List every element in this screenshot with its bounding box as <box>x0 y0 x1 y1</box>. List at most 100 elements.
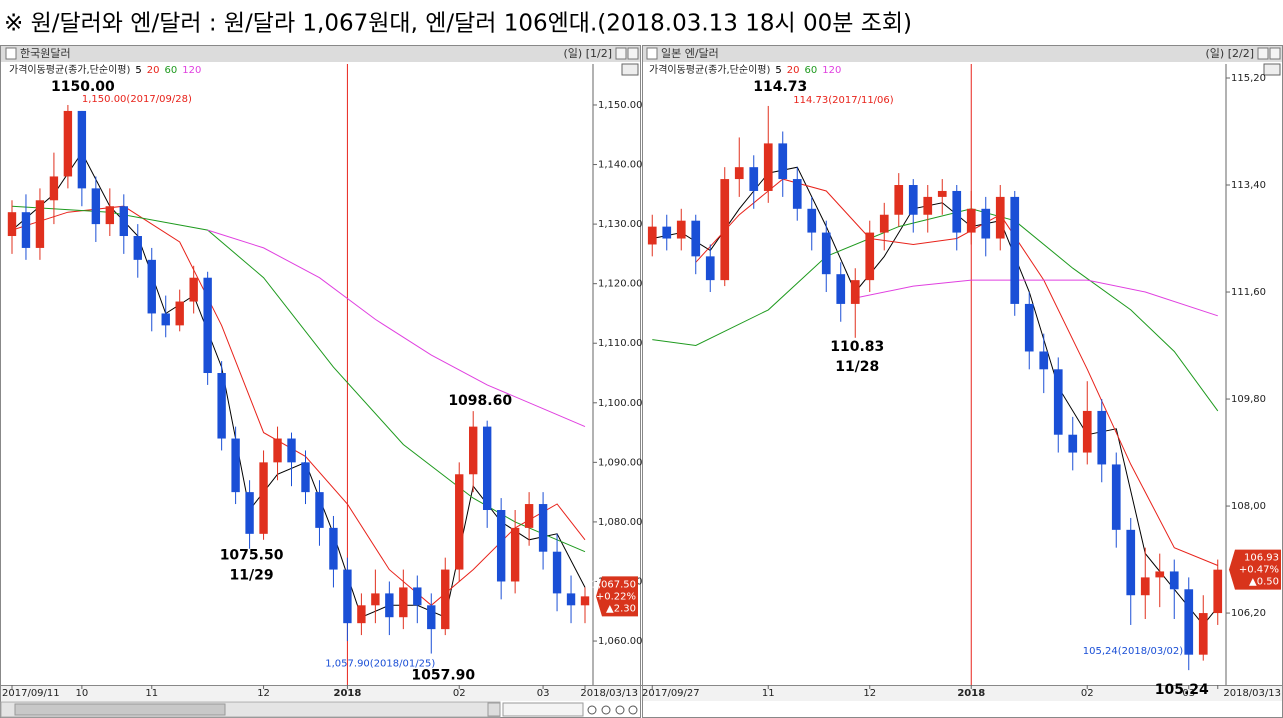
candle-body <box>524 504 534 528</box>
annotation: 1098.60 <box>448 393 512 409</box>
candle-body <box>995 196 1005 239</box>
annotation: 1057.90 <box>411 668 475 684</box>
ma-line <box>207 229 586 428</box>
annotation: 105,24(2018/03/02) <box>1083 646 1184 657</box>
candle-body <box>1097 410 1107 465</box>
candle-body <box>1039 351 1049 370</box>
candle-body <box>77 110 87 189</box>
candle-body <box>923 196 933 215</box>
candle-body <box>105 206 115 225</box>
x-tick-label: 12 <box>863 688 876 699</box>
ma-line <box>855 279 1218 317</box>
y-tick-label: 1,080.00 <box>598 517 643 528</box>
price-tag-change: +0.47% <box>1239 565 1279 576</box>
price-tag-price: 106.93 <box>1244 553 1279 564</box>
candle-body <box>1198 613 1208 655</box>
y-tick-label: 1,110.00 <box>598 338 643 349</box>
legend-entry: 20 <box>787 65 800 76</box>
candle-body <box>1082 410 1092 453</box>
candle-body <box>427 605 436 630</box>
y-tick-label: 1,100.00 <box>598 398 643 409</box>
x-tick-label: 2017/09/27 <box>642 688 700 699</box>
y-tick-label: 1,090.00 <box>598 457 643 468</box>
candle-body <box>455 474 464 570</box>
legend-title: 가격이동평균(종가,단순이평) <box>649 63 770 76</box>
annotation: 114.73(2017/11/06) <box>793 95 894 106</box>
candle-body <box>287 438 296 463</box>
annotation: 114.73 <box>753 79 807 95</box>
candle-body <box>734 167 744 180</box>
x-tick-label: 03 <box>537 688 550 699</box>
y-tick-label: 1,130.00 <box>598 219 643 230</box>
candle-body <box>147 259 156 314</box>
legend-entry: 120 <box>182 65 201 76</box>
candle-body <box>21 212 31 248</box>
candle-body <box>952 190 962 233</box>
candle-body <box>792 179 802 209</box>
candle-body <box>1111 464 1121 530</box>
price-tag-price: 1,067.50 <box>591 579 636 590</box>
candle-body <box>720 179 730 281</box>
candle-body <box>821 232 831 275</box>
legend-entry: 20 <box>147 65 160 76</box>
plot: 1,060.001,070.001,080.001,090.001,100.00… <box>1 63 643 699</box>
candle-body <box>836 274 846 304</box>
candle-body <box>778 143 788 180</box>
panel-frames <box>0 45 1283 718</box>
y-tick-label: 1,060.00 <box>598 636 643 647</box>
candle-body <box>371 593 380 606</box>
candle-body <box>749 167 759 191</box>
candle-body <box>662 226 672 239</box>
x-tick-label: 12 <box>257 688 270 699</box>
candle-body <box>385 593 394 618</box>
candle-body <box>217 373 226 439</box>
candle-body <box>133 236 142 260</box>
candle-body <box>329 527 338 570</box>
candle-body <box>1140 577 1150 596</box>
x-tick-label: 03 <box>1182 688 1195 699</box>
candle-body <box>343 569 352 624</box>
page-title: ※ 원/달러와 엔/달러 : 원/달라 1,067원대, 엔/달러 106엔대.… <box>4 11 912 37</box>
y-tick-label: 109,80 <box>1231 394 1266 405</box>
candle-body <box>580 596 590 606</box>
annotation: 1,150.00(2017/09/28) <box>82 94 192 105</box>
annotation: 1075.50 <box>220 548 284 564</box>
candle-body <box>566 593 576 606</box>
candle-body <box>865 232 875 281</box>
candle-body <box>850 280 860 304</box>
candle-body <box>1010 196 1020 304</box>
candle-body <box>161 313 170 326</box>
x-tick-label: 2018 <box>957 688 985 699</box>
x-tick-label: 2018/03/13 <box>1223 688 1281 699</box>
y-tick-label: 1,150.00 <box>598 100 643 111</box>
annotation: 110.83 <box>830 339 884 355</box>
price-tag-change: +0.22% <box>596 591 636 602</box>
candle-body <box>357 605 366 624</box>
candle-body <box>879 214 889 233</box>
panel-title: 한국원달러 <box>20 47 71 60</box>
candle-body <box>937 190 947 197</box>
y-tick-label: 106,20 <box>1231 608 1266 619</box>
legend-entry: 60 <box>165 65 178 76</box>
plot: 106,20 108,00 109,80 111,60 113,40 115,20 2017… <box>641 63 1283 699</box>
x-tick-label: 10 <box>76 688 89 699</box>
price-tag <box>1229 549 1281 590</box>
candle-body <box>691 220 701 257</box>
y-tick-label: 113,40 <box>1231 180 1266 191</box>
candle-body <box>7 212 17 237</box>
x-tick-label: 11 <box>762 688 775 699</box>
candle-body <box>441 569 450 630</box>
x-tick-label: 2017/09/11 <box>2 688 60 699</box>
candle-body <box>469 426 478 475</box>
x-tick-label: 2018/03/13 <box>580 688 638 699</box>
candle-body <box>301 462 310 493</box>
candle-body <box>1213 569 1223 614</box>
legend-entry: 120 <box>822 65 841 76</box>
x-tick-label: 11 <box>145 688 158 699</box>
candle-body <box>203 277 212 374</box>
candle-body <box>807 208 817 233</box>
annotation: 1,057.90(2018/01/25) <box>325 659 435 670</box>
panel-period: (일) [1/2] <box>564 46 613 60</box>
price-tag-diff: ▲0.50 <box>1249 577 1279 588</box>
scrollbar[interactable] <box>0 701 638 718</box>
